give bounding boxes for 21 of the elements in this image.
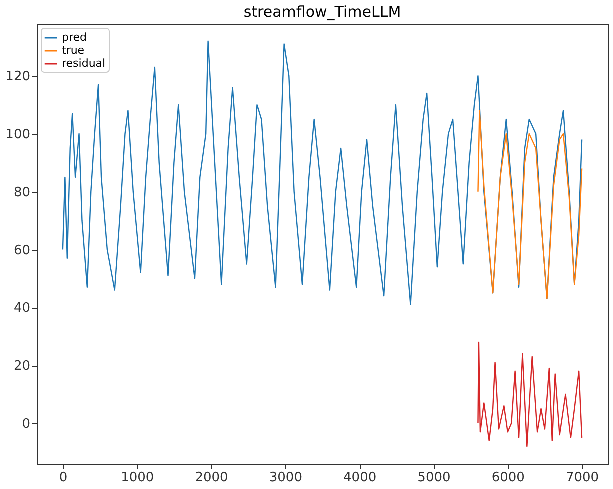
legend-label: residual [62, 57, 106, 70]
x-tick-label: 2000 [195, 470, 228, 486]
y-tick-label: 0 [22, 416, 30, 432]
x-tick-label: 1000 [121, 470, 154, 486]
y-tick-label: 80 [14, 185, 30, 200]
legend-label: pred [62, 31, 88, 44]
y-tick-label: 20 [14, 359, 30, 374]
chart-title: streamflow_TimeLLM [244, 3, 402, 21]
x-tick-label: 0 [59, 470, 68, 486]
x-tick-label: 3000 [269, 470, 302, 486]
y-tick-label: 100 [6, 128, 30, 142]
x-tick-label: 4000 [344, 470, 377, 486]
line-series [478, 342, 583, 448]
x-tick-label: 6000 [492, 470, 525, 486]
y-tick-label: 120 [6, 70, 30, 85]
y-tick-label: 60 [14, 243, 30, 258]
x-tick-label: 7000 [566, 470, 600, 486]
x-tick-label: 5000 [418, 470, 451, 486]
legend-label: true [62, 44, 85, 57]
line-series [478, 110, 583, 300]
y-tick-label: 40 [14, 301, 30, 316]
